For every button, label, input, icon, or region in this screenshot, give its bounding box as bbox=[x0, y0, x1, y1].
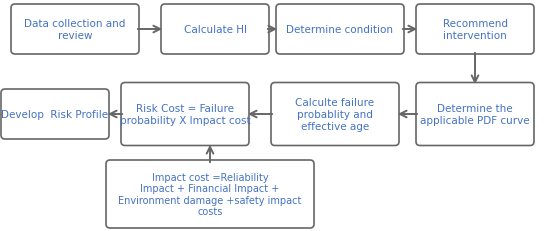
Text: Data collection and
review: Data collection and review bbox=[24, 19, 126, 41]
FancyBboxPatch shape bbox=[121, 83, 249, 146]
FancyBboxPatch shape bbox=[416, 5, 534, 55]
FancyBboxPatch shape bbox=[11, 5, 139, 55]
Text: Impact cost =Reliability
Impact + Financial Impact +
Environment damage +safety : Impact cost =Reliability Impact + Financ… bbox=[118, 172, 302, 216]
Text: Recommend
intervention: Recommend intervention bbox=[443, 19, 508, 41]
Text: Calculte failure
probablity and
effective age: Calculte failure probablity and effectiv… bbox=[295, 98, 375, 131]
FancyBboxPatch shape bbox=[106, 160, 314, 228]
FancyBboxPatch shape bbox=[416, 83, 534, 146]
Text: Determine condition: Determine condition bbox=[287, 25, 393, 35]
Text: Calculate HI: Calculate HI bbox=[184, 25, 246, 35]
FancyBboxPatch shape bbox=[271, 83, 399, 146]
FancyBboxPatch shape bbox=[1, 90, 109, 139]
FancyBboxPatch shape bbox=[276, 5, 404, 55]
Text: Determine the
applicable PDF curve: Determine the applicable PDF curve bbox=[420, 104, 530, 125]
Text: Risk Cost = Failure
probability X Impact cost: Risk Cost = Failure probability X Impact… bbox=[120, 104, 250, 125]
Text: Develop  Risk Profile: Develop Risk Profile bbox=[2, 109, 108, 119]
FancyBboxPatch shape bbox=[161, 5, 269, 55]
